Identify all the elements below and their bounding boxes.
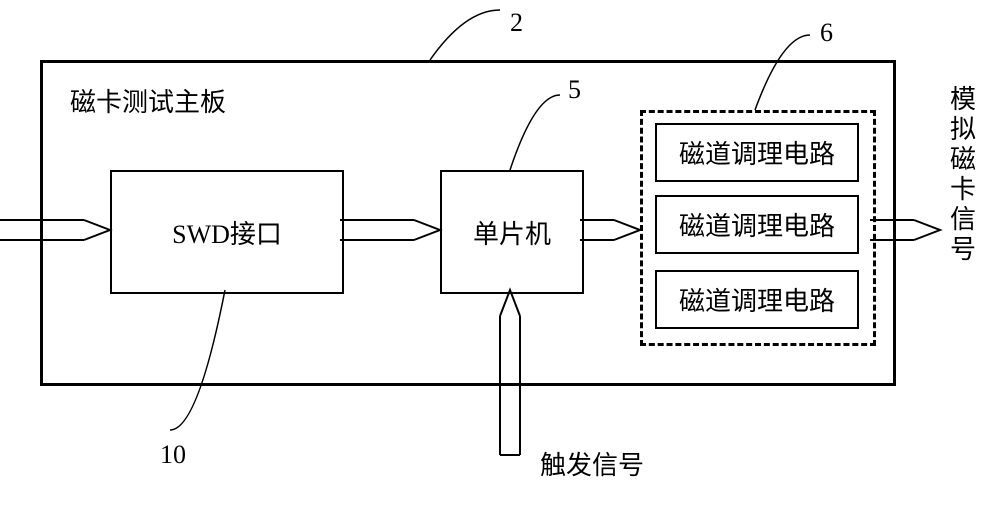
callout-swd-leader <box>0 0 1000 525</box>
callout-swd-number: 10 <box>160 440 186 470</box>
